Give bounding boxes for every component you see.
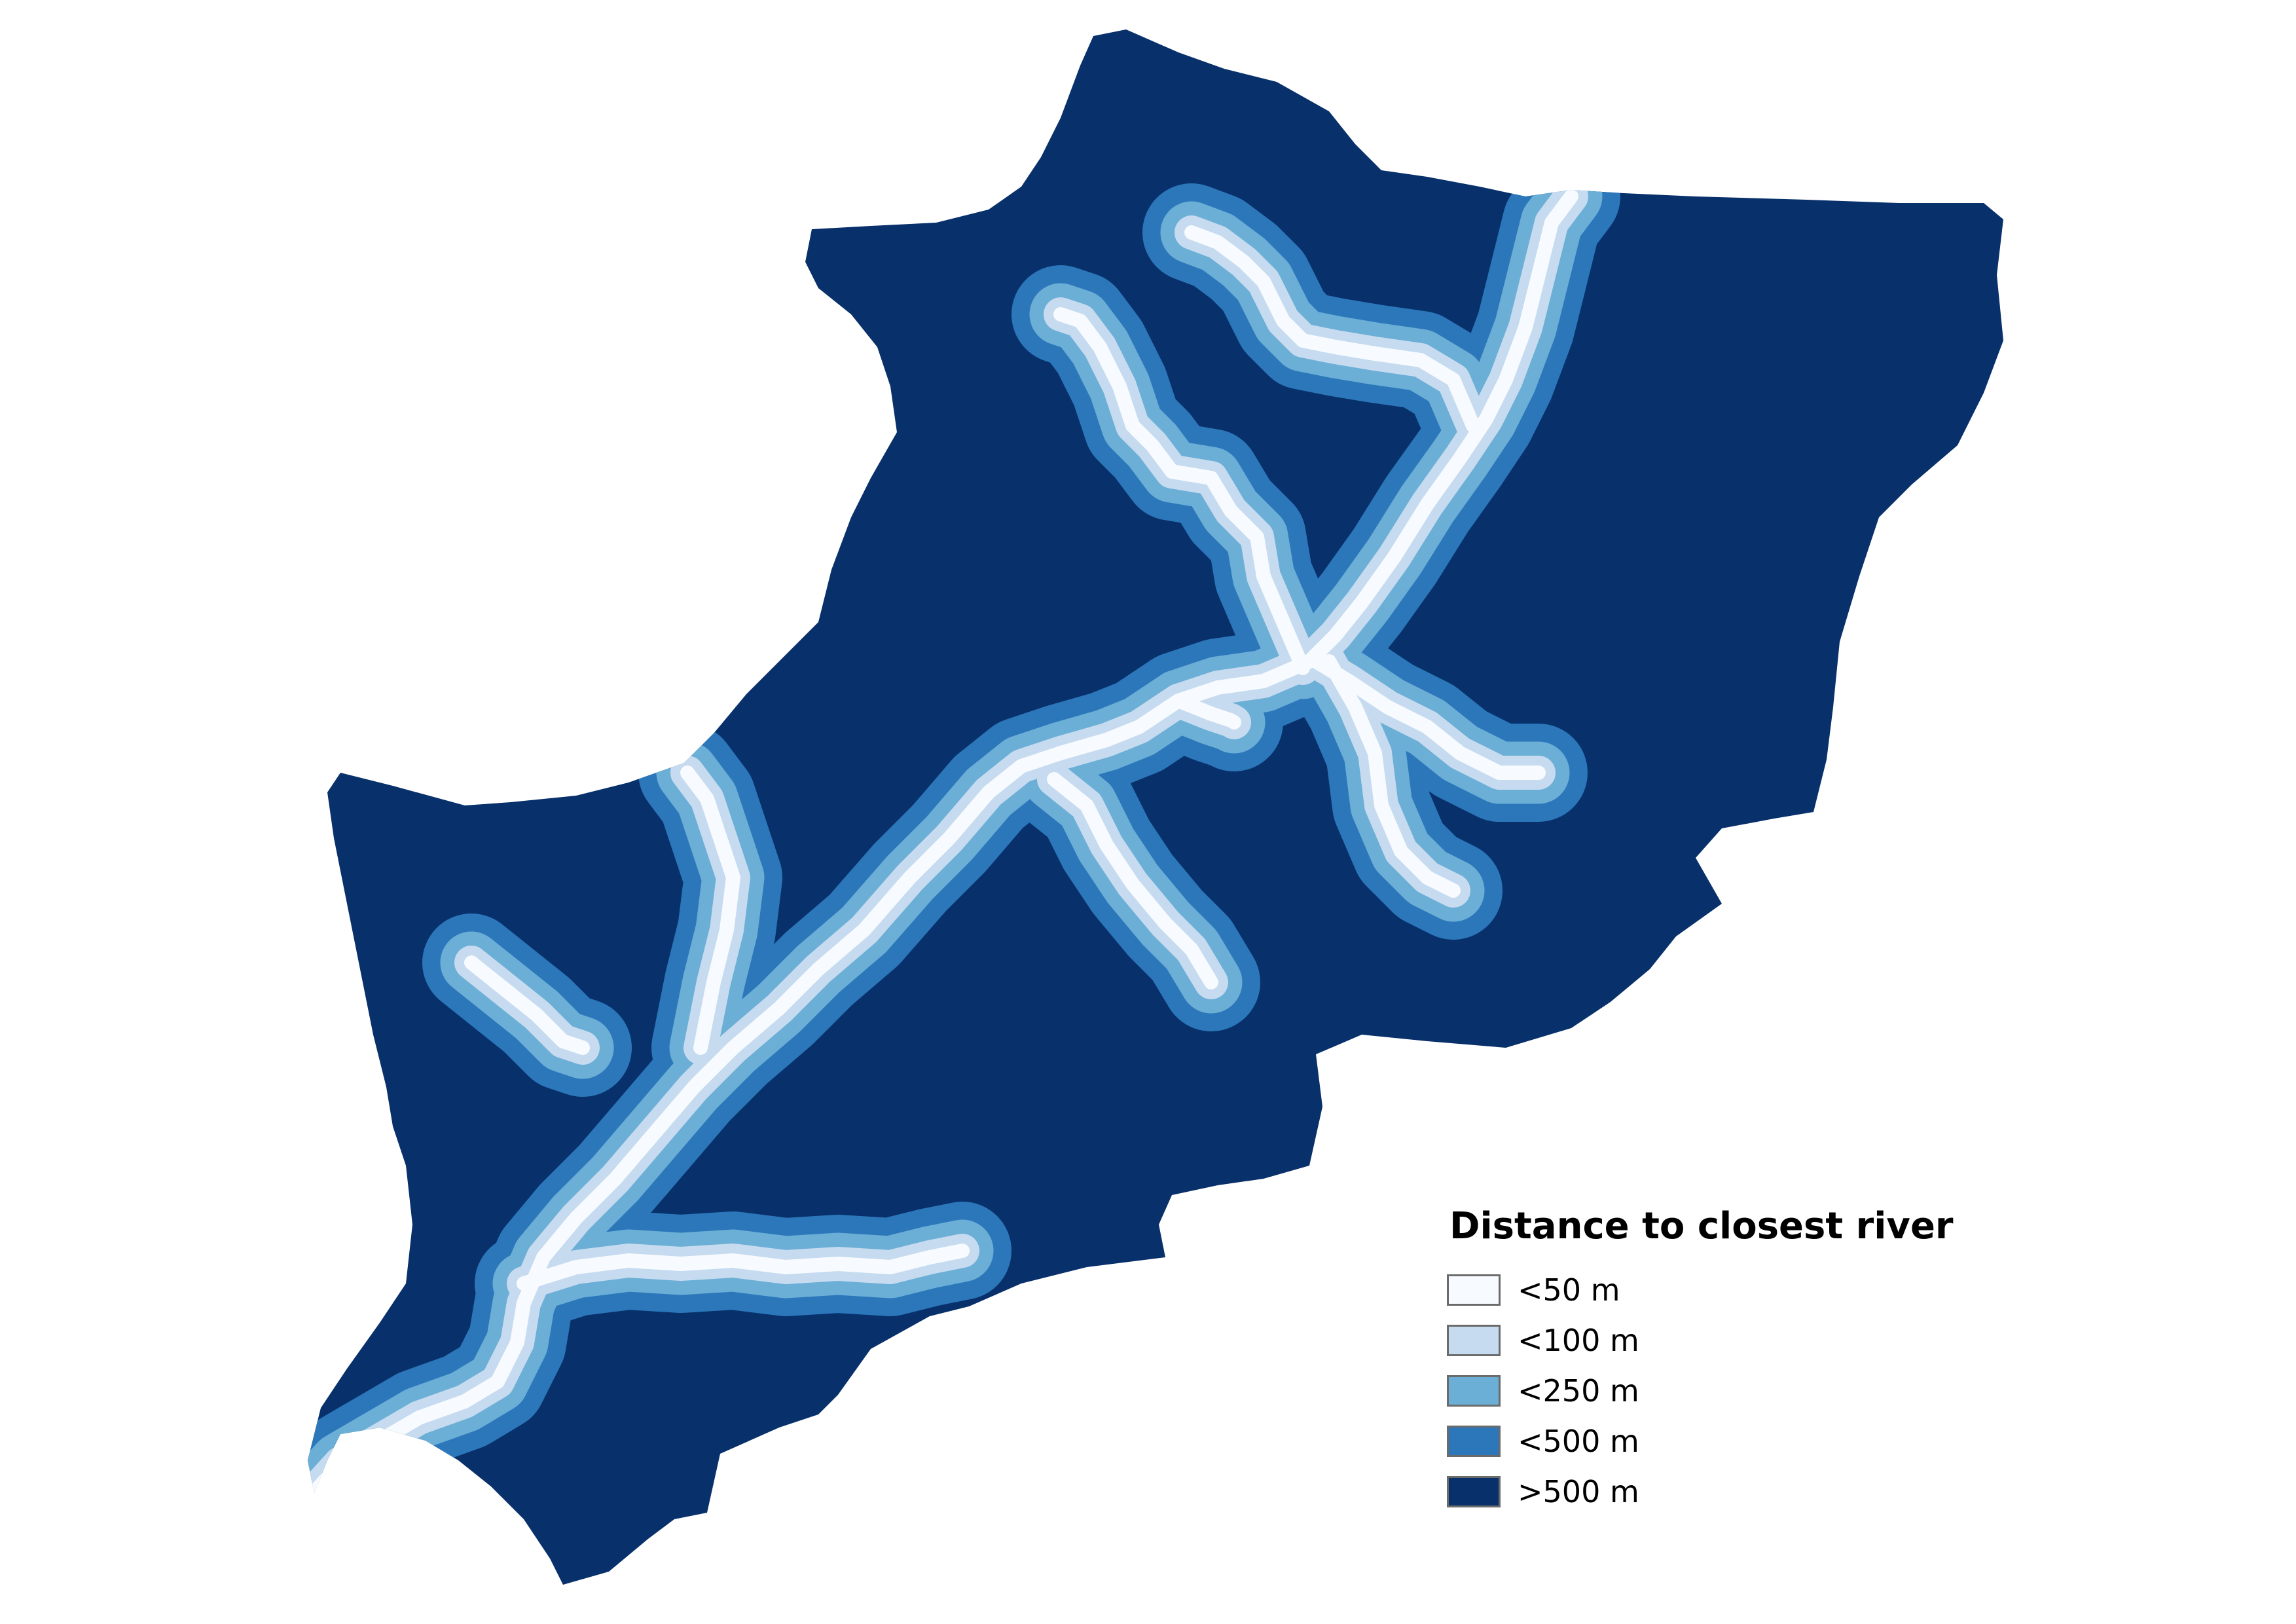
legend-swatch-lt-100m xyxy=(1447,1324,1501,1356)
legend-row-lt-100m: <100 m xyxy=(1447,1315,1954,1365)
river-buffer-segment-4 xyxy=(1047,772,1218,989)
legend-label-gt-500m: >500 m xyxy=(1518,1473,1639,1509)
legend-row-gt-500m: >500 m xyxy=(1447,1466,1954,1517)
legend-title: Distance to closest river xyxy=(1449,1205,1954,1247)
legend-swatch-lt-500m xyxy=(1447,1425,1501,1457)
legend-swatch-lt-250m xyxy=(1447,1375,1501,1407)
river-distance-buffers xyxy=(308,147,1620,1549)
river-buffer-segment-3 xyxy=(464,955,590,1055)
watershed-area xyxy=(308,29,2003,1585)
legend-label-lt-100m: <100 m xyxy=(1518,1322,1639,1358)
river-buffer-segment-7 xyxy=(1322,654,1461,898)
river-buffer-segment-2 xyxy=(680,766,740,1055)
legend-swatch-gt-500m xyxy=(1447,1475,1501,1507)
river-buffer-segment-8 xyxy=(1053,307,1310,675)
map-legend: Distance to closest river <50 m <100 m <… xyxy=(1447,1205,1954,1517)
legend-row-lt-500m: <500 m xyxy=(1447,1416,1954,1466)
legend-row-lt-50m: <50 m xyxy=(1447,1264,1954,1315)
legend-row-lt-250m: <250 m xyxy=(1447,1365,1954,1416)
legend-label-lt-500m: <500 m xyxy=(1518,1423,1639,1459)
river-buffer-segment-0 xyxy=(308,189,1578,1507)
legend-label-lt-250m: <250 m xyxy=(1518,1373,1639,1409)
legend-swatch-lt-50m xyxy=(1447,1274,1501,1306)
distance-band-lt-50m xyxy=(308,189,1578,1507)
river-buffer-segment-9 xyxy=(1184,225,1480,433)
legend-label-lt-50m: <50 m xyxy=(1518,1272,1620,1308)
river-buffer-segment-6 xyxy=(1309,654,1546,780)
river-buffer-segment-1 xyxy=(517,1244,970,1291)
river-buffer-segment-10 xyxy=(1224,713,1241,729)
